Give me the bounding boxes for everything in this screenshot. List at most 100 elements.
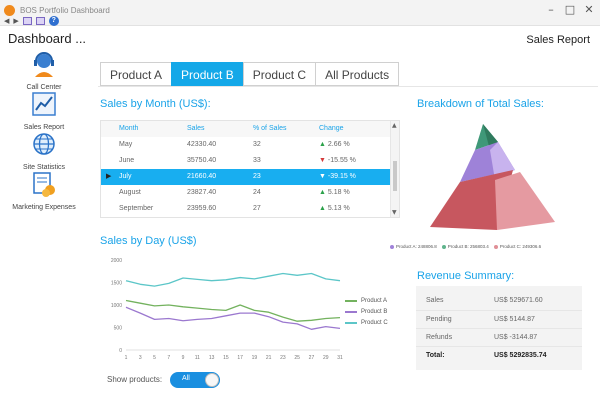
app-logo-icon [4,5,15,16]
app-title: BOS Portfolio Dashboard [20,6,110,15]
sidebar-item-site-statistics[interactable]: Site Statistics [6,130,82,182]
month-cell: July [119,173,132,180]
scroll-up-icon[interactable]: ▲ [392,122,397,129]
change-cell: ▲ 5.18 % [319,185,350,201]
document-coins-icon [33,172,55,197]
x-tick-label: 21 [266,355,272,361]
column-header[interactable]: Change [319,125,344,132]
legend-dot [493,244,498,249]
tab-product-c[interactable]: Product C [242,62,317,86]
legend-item-product-a: Product A: 248806.8 [390,244,437,249]
series-line-product-c[interactable] [125,272,341,287]
legend-swatch [345,310,357,313]
legend-dot [390,244,394,249]
sales-by-month-title: Sales by Month (US$): [100,98,211,110]
percent-cell: 23 [253,173,261,180]
month-cell: May [119,141,133,148]
copy-icon[interactable] [35,17,45,25]
change-value: -39.15 % [327,173,356,180]
scroll-thumb[interactable] [393,161,397,191]
sidebar-item-call-center[interactable]: Call Center [6,50,82,102]
sales-cell: 21660.40 [187,173,217,180]
change-value: 2.66 % [327,141,350,148]
month-cell: June [119,157,135,164]
revenue-summary-title: Revenue Summary: [417,270,515,282]
grid-header-row: Month Sales % of Sales Change [101,121,391,137]
sales-by-month-grid: Month Sales % of Sales Change May 42330.… [100,120,400,218]
x-tick-label: 5 [153,355,156,361]
pyramid-segment-product-c-right[interactable] [495,172,555,230]
sales-cell: 23959.60 [187,205,217,212]
sidebar-item-sales-report[interactable]: Sales Report [6,90,82,142]
legend-dot [441,244,446,249]
legend-item-product-a: Product A [345,295,388,306]
tab-product-a[interactable]: Product A [100,62,173,86]
percent-cell: 33 [253,157,261,164]
tab-all-products[interactable]: All Products [315,62,400,86]
legend-item-product-b: Product B: 256803.4 [441,244,489,249]
maximize-button[interactable]: □ [564,3,576,16]
show-products-label: Show products: [107,375,163,384]
minimize-button[interactable]: – [548,3,554,16]
tab-product-b[interactable]: Product B [171,62,244,86]
help-icon[interactable]: ? [48,16,59,26]
dashboard-title: Dashboard ... [8,31,87,46]
row-pointer-icon: ▶ [106,173,112,180]
y-tick-label: 1000 [111,303,122,309]
x-tick-label: 31 [337,355,343,361]
back-arrow-icon[interactable]: ◀ [4,17,10,25]
scroll-down-icon[interactable]: ▼ [392,209,397,216]
x-tick-label: 29 [323,355,329,361]
change-cell: ▼ -15.55 % [319,153,356,169]
grid-scrollbar[interactable]: ▲ ▼ [390,121,399,217]
table-row[interactable]: May 42330.40 32 ▲ 2.66 % [101,137,391,153]
x-tick-label: 11 [195,355,200,361]
table-row[interactable]: August 23827.40 24 ▲ 5.18 % [101,185,391,201]
show-products-toggle[interactable]: All [170,372,220,388]
save-icon[interactable] [22,17,32,25]
percent-cell: 27 [253,205,261,212]
pyramid-segment-product-c-left[interactable] [430,170,513,230]
percent-cell: 24 [253,189,261,196]
legend-label: Product B: 256803.4 [447,244,489,249]
revenue-row-sales: Sales US$ 529671.60 [416,292,582,309]
sidebar-item-marketing-expenses[interactable]: Marketing Expenses [6,170,82,222]
x-tick-label: 3 [139,355,142,361]
revenue-label: Sales [426,297,444,304]
x-tick-label: 9 [182,355,185,361]
sidebar-item-label: Marketing Expenses [12,204,76,211]
x-tick-label: 19 [252,355,258,361]
table-row-selected[interactable]: ▶ July 21660.40 23 ▼ -39.15 % [101,169,391,185]
revenue-value: US$ 5144.87 [494,316,535,323]
revenue-label: Total: [426,352,445,359]
toggle-knob[interactable] [205,373,219,387]
month-cell: September [119,205,154,212]
column-header[interactable]: Sales [187,125,205,132]
series-line-product-a[interactable] [125,299,341,322]
pyramid-segment-product-a-right[interactable] [490,142,515,180]
x-tick-label: 1 [125,355,128,361]
revenue-row-refunds: Refunds US$ -3144.87 [416,328,582,345]
legend-item-product-c: Product C [345,317,388,328]
sales-by-day-title: Sales by Day (US$) [100,235,197,247]
legend-swatch [345,321,357,324]
column-header[interactable]: Month [119,125,139,132]
x-tick-label: 13 [209,355,215,361]
legend-item-product-c: Product C: 249306.6 [493,244,542,249]
line-chart-icon [32,92,56,116]
legend-item-product-b: Product B [345,306,388,317]
close-button[interactable]: ✕ [584,3,594,16]
revenue-label: Refunds [426,334,453,341]
toggle-value: All [182,375,190,382]
x-tick-label: 7 [167,355,170,361]
forward-arrow-icon[interactable]: ▶ [13,17,19,25]
sidebar-item-label: Call Center [26,84,62,91]
series-line-product-b[interactable] [125,306,341,330]
x-tick-label: 15 [223,355,229,361]
sales-cell: 23827.40 [187,189,217,196]
table-row[interactable]: September 23959.60 27 ▲ 5.13 % [101,201,391,217]
legend-label: Product C: 249306.6 [499,244,542,249]
column-header[interactable]: % of Sales [253,125,287,132]
table-row[interactable]: June 35750.40 33 ▼ -15.55 % [101,153,391,169]
